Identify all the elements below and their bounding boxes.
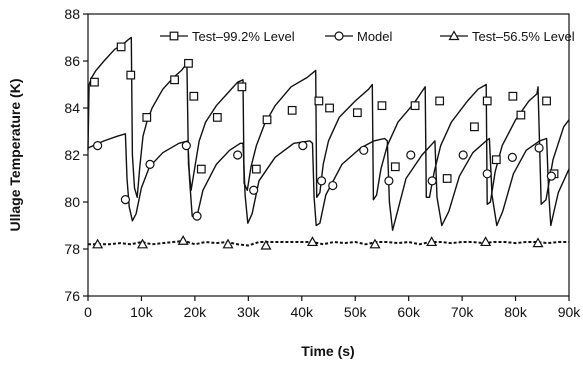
data-point-square <box>142 112 152 122</box>
data-point-circle <box>359 145 369 155</box>
data-point-circle <box>328 180 338 191</box>
data-point-circle <box>298 141 308 151</box>
data-point-square <box>325 103 334 113</box>
data-point-triangle <box>306 236 318 247</box>
data-point-circle <box>384 176 394 186</box>
data-point-circle <box>233 150 243 160</box>
legend: Test–99.2% Level Model Test–56.5% Level <box>155 24 575 49</box>
legend-label: Model <box>357 29 393 44</box>
data-point-square <box>116 42 126 52</box>
data-point-circle <box>507 152 517 162</box>
legend-marker-square <box>169 31 179 41</box>
y-tick-label: 88 <box>64 6 80 22</box>
data-point-square <box>196 164 206 174</box>
data-point-square <box>212 112 222 122</box>
y-tick-label: 84 <box>64 100 80 116</box>
data-point-square <box>542 96 551 106</box>
data-point-triangle <box>260 239 272 250</box>
data-point-square <box>390 162 400 172</box>
data-point-triangle <box>480 236 492 247</box>
data-point-square <box>352 108 362 118</box>
series-triangle <box>88 235 569 250</box>
x-tick-label: 40k <box>290 304 314 320</box>
data-point-triangle <box>532 237 544 248</box>
legend-marker-triangle <box>448 30 460 41</box>
x-tick-label: 0 <box>84 304 92 320</box>
data-point-circle <box>546 171 556 181</box>
axis-layer: 0 10k 20k 30k 40k 50k 60k 70k 80k 90k 76 78 80 82 84 86… <box>64 6 581 320</box>
y-axis-title: Ullage Temperature (K) <box>7 79 23 232</box>
x-tick-label: 90k <box>558 304 582 320</box>
data-point-square <box>491 155 501 165</box>
y-tick-label: 78 <box>64 241 80 257</box>
data-point-triangle <box>222 238 234 249</box>
data-point-triangle <box>177 235 189 245</box>
x-tick-label: 10k <box>130 304 154 320</box>
data-point-square <box>189 91 199 101</box>
data-point-circle <box>145 159 155 169</box>
data-point-circle <box>120 195 131 205</box>
y-tick-label: 82 <box>64 147 80 163</box>
data-point-square <box>314 96 324 106</box>
data-point-circle <box>482 169 492 179</box>
data-point-square <box>262 115 272 125</box>
data-point-circle <box>249 185 259 195</box>
data-point-circle <box>316 176 327 186</box>
data-point-triangle <box>136 238 149 249</box>
data-point-square <box>237 82 247 92</box>
data-point-circle <box>427 176 437 186</box>
data-point-square <box>287 105 297 115</box>
data-point-circle <box>458 150 468 160</box>
data-point-square <box>442 174 452 183</box>
series-line-circle <box>87 133 570 231</box>
legend-label: Test–56.5% Level <box>472 29 575 44</box>
data-point-triangle <box>369 238 381 249</box>
data-point-square <box>251 164 261 174</box>
data-point-square <box>410 101 420 111</box>
data-point-square <box>184 58 193 68</box>
data-point-square <box>126 70 136 80</box>
y-tick-label: 80 <box>64 194 80 210</box>
data-point-square <box>470 122 479 132</box>
x-axis-title: Time (s) <box>301 343 354 359</box>
data-point-square <box>377 101 387 111</box>
data-point-square <box>508 91 518 101</box>
data-point-circle <box>534 143 544 153</box>
data-point-circle <box>181 141 191 151</box>
x-tick-label: 70k <box>451 304 475 320</box>
data-point-circle <box>192 211 202 221</box>
data-point-circle <box>93 141 103 151</box>
legend-label: Test–99.2% Level <box>192 29 295 44</box>
legend-item-circle: Model <box>325 29 393 44</box>
x-tick-label: 50k <box>344 304 368 320</box>
series-line-square <box>87 36 570 206</box>
x-tick-label: 30k <box>237 304 261 320</box>
legend-item-triangle: Test–56.5% Level <box>440 29 575 44</box>
y-tick-label: 76 <box>64 288 80 304</box>
data-point-square <box>482 96 492 106</box>
x-tick-label: 80k <box>504 304 528 320</box>
series-layer <box>87 36 570 250</box>
legend-marker-circle <box>334 31 344 41</box>
data-point-triangle <box>426 236 438 247</box>
y-tick-label: 86 <box>64 53 80 69</box>
data-point-square <box>90 77 99 87</box>
data-point-square <box>516 110 526 120</box>
x-tick-label: 60k <box>397 304 421 320</box>
data-point-square <box>170 75 179 85</box>
data-point-square <box>435 96 445 106</box>
legend-box <box>155 24 565 49</box>
data-point-circle <box>406 150 416 160</box>
x-tick-label: 20k <box>184 304 208 320</box>
data-point-triangle <box>92 238 104 249</box>
legend-item-square: Test–99.2% Level <box>160 29 295 44</box>
series-circle <box>87 133 570 231</box>
